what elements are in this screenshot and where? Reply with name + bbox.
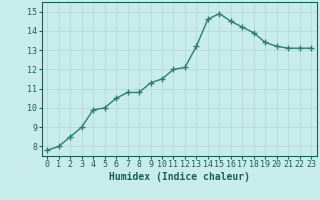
X-axis label: Humidex (Indice chaleur): Humidex (Indice chaleur): [109, 172, 250, 182]
